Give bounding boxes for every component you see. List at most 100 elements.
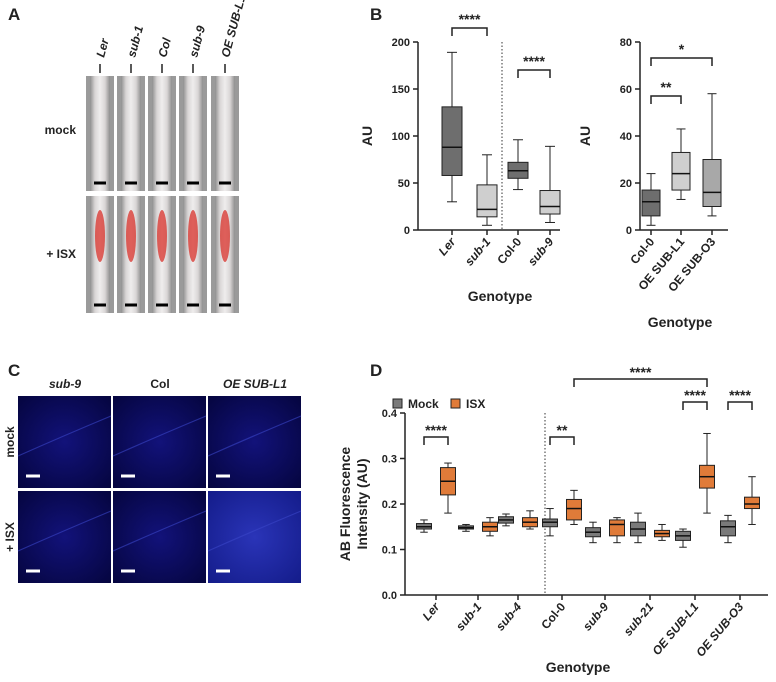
x-axis-title: Genotype bbox=[648, 314, 713, 330]
y-tick-label: 20 bbox=[620, 178, 632, 190]
stain bbox=[95, 210, 105, 262]
legend-swatch bbox=[450, 398, 461, 409]
box bbox=[671, 151, 691, 191]
significance-bracket bbox=[451, 27, 488, 36]
box bbox=[641, 189, 661, 217]
photo bbox=[208, 491, 301, 583]
stain bbox=[157, 210, 167, 262]
significance-bracket bbox=[650, 95, 682, 104]
stain bbox=[220, 210, 230, 262]
significance-bracket bbox=[573, 378, 708, 387]
genotype-label: OE SUB-L1 bbox=[223, 377, 287, 391]
legend-label: Mock bbox=[408, 397, 439, 411]
box bbox=[476, 184, 498, 218]
significance-bracket bbox=[682, 401, 708, 410]
significance-label: ** bbox=[661, 79, 672, 95]
chart: 0 50 100 150 200 AU Genotype Ler sub-1 Col-0 sub-9… bbox=[359, 11, 561, 304]
vein bbox=[112, 415, 207, 457]
x-tick-label: sub-4 bbox=[493, 600, 525, 634]
significance-label: **** bbox=[729, 387, 751, 403]
genotype-label: sub-9 bbox=[186, 24, 208, 59]
x-tick-label: Col-0 bbox=[538, 600, 568, 632]
photo bbox=[208, 396, 301, 488]
box bbox=[566, 498, 582, 521]
x-tick-label: Ler bbox=[420, 599, 444, 623]
x-tick-label: OE SUB-O3 bbox=[693, 600, 746, 660]
y-tick-label: 0.2 bbox=[382, 499, 397, 511]
panel-label: D bbox=[370, 361, 382, 380]
vein bbox=[112, 510, 207, 552]
y-tick-label: 40 bbox=[620, 131, 632, 143]
box bbox=[702, 159, 722, 207]
photo bbox=[113, 396, 206, 488]
root bbox=[121, 76, 141, 191]
box bbox=[441, 106, 463, 176]
vein bbox=[17, 510, 112, 552]
significance-bracket bbox=[727, 401, 753, 410]
genotype-label: Col bbox=[150, 377, 169, 391]
genotype-label: sub-9 bbox=[49, 377, 81, 391]
y-axis-title: AU bbox=[359, 126, 375, 146]
root bbox=[152, 76, 172, 191]
vein bbox=[207, 510, 302, 552]
significance-bracket bbox=[549, 436, 575, 445]
genotype-label: Ler bbox=[93, 36, 112, 59]
row-label: + ISX bbox=[46, 247, 76, 261]
box bbox=[744, 496, 760, 510]
legend-label: ISX bbox=[466, 397, 485, 411]
x-tick-label: sub-9 bbox=[525, 235, 557, 269]
y-axis-title: AU bbox=[577, 126, 593, 146]
y-tick-label: 200 bbox=[392, 37, 410, 49]
genotype-label: sub-1 bbox=[124, 24, 146, 59]
x-tick-label: Col-0 bbox=[494, 235, 524, 267]
panel-c-photos: sub-9 Col OE SUB-L1 mock + ISX bbox=[3, 377, 302, 583]
x-axis-title: Genotype bbox=[468, 288, 533, 304]
y-tick-label: 0.4 bbox=[382, 408, 398, 420]
root bbox=[90, 76, 110, 191]
legend-swatch bbox=[392, 398, 403, 409]
y-axis-title: Intensity (AU) bbox=[354, 459, 370, 550]
significance-label: **** bbox=[630, 364, 652, 380]
box bbox=[539, 190, 561, 215]
significance-bracket bbox=[517, 69, 551, 78]
photo bbox=[18, 491, 111, 583]
y-tick-label: 80 bbox=[620, 37, 632, 49]
panel-label: B bbox=[370, 5, 382, 24]
chart: 0.0 0.1 0.2 0.3 0.4 AB Fluorescence Intensity … bbox=[337, 364, 768, 675]
significance-label: * bbox=[679, 41, 685, 57]
photo bbox=[113, 491, 206, 583]
significance-label: **** bbox=[425, 422, 447, 438]
row-label: mock bbox=[3, 426, 17, 458]
x-tick-label: sub-9 bbox=[580, 600, 612, 634]
panel-label: A bbox=[8, 5, 20, 24]
y-tick-label: 0.3 bbox=[382, 454, 397, 466]
x-tick-label: sub-1 bbox=[462, 235, 494, 269]
significance-label: **** bbox=[523, 53, 545, 69]
x-tick-label: Ler bbox=[436, 234, 460, 258]
root bbox=[183, 76, 203, 191]
genotype-label: Col bbox=[155, 36, 174, 59]
root bbox=[215, 76, 235, 191]
y-tick-label: 150 bbox=[392, 84, 410, 96]
stain bbox=[188, 210, 198, 262]
y-tick-label: 0.0 bbox=[382, 590, 397, 602]
y-axis-title: AB Fluorescence bbox=[337, 447, 353, 562]
x-tick-label: sub-21 bbox=[621, 600, 657, 639]
photo bbox=[18, 396, 111, 488]
significance-bracket bbox=[423, 436, 449, 445]
stain bbox=[126, 210, 136, 262]
significance-label: **** bbox=[684, 387, 706, 403]
y-tick-label: 0 bbox=[626, 225, 632, 237]
y-tick-label: 0 bbox=[404, 225, 410, 237]
genotype-label: OE SUB-L1 bbox=[218, 0, 248, 59]
y-tick-label: 100 bbox=[392, 131, 410, 143]
significance-label: **** bbox=[459, 11, 481, 27]
panel-a-photos: Ler sub-1 Col sub-9 OE SUB-L1 mock + ISX bbox=[45, 0, 249, 313]
x-axis-title: Genotype bbox=[546, 659, 611, 675]
vein bbox=[207, 415, 302, 457]
significance-label: ** bbox=[557, 422, 568, 438]
row-label: mock bbox=[45, 123, 77, 137]
box bbox=[720, 520, 736, 537]
